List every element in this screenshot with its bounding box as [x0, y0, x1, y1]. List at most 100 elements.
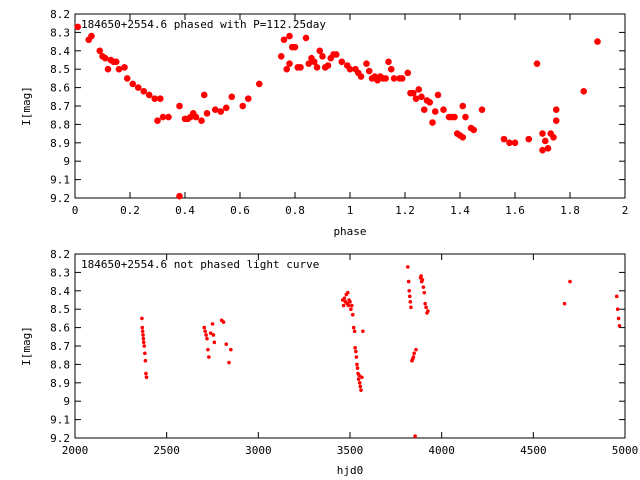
y-tick-label: 9.2	[50, 192, 70, 205]
data-point	[353, 346, 357, 350]
x-tick-label: 2000	[62, 444, 89, 457]
data-point	[415, 86, 423, 93]
data-point	[221, 320, 226, 324]
data-point	[207, 355, 211, 359]
data-point	[212, 340, 217, 345]
data-point	[305, 60, 313, 67]
data-point	[533, 60, 541, 67]
data-point	[346, 290, 350, 295]
data-point	[324, 62, 332, 69]
data-point	[459, 102, 467, 110]
data-point	[506, 139, 513, 147]
data-point	[143, 358, 148, 363]
data-point	[134, 84, 142, 91]
x-axis-label: hjd0	[337, 464, 364, 477]
data-point	[313, 64, 321, 71]
data-point	[407, 289, 412, 293]
y-tick-label: 8.9	[50, 377, 70, 390]
data-point	[280, 36, 288, 44]
y-tick-label: 8.6	[50, 82, 70, 95]
data-point	[434, 91, 442, 99]
phased-light-curve-chart: 8.2 8.3 8.4 8.5 8.6 8.7 8.8 8.9 9 9.1 9.20 0.2 0.4 0.…	[20, 8, 628, 238]
data-point	[382, 75, 390, 82]
data-point	[342, 296, 347, 300]
data-point	[341, 303, 346, 308]
data-point	[142, 344, 147, 348]
y-tick-label: 8.7	[50, 100, 70, 113]
data-point	[358, 384, 363, 389]
data-point	[176, 102, 183, 110]
data-point	[409, 89, 417, 97]
data-point	[385, 58, 392, 66]
x-tick-label: 3000	[245, 444, 272, 457]
data-point	[356, 377, 361, 381]
y-axis-label: I[mag]	[20, 326, 33, 366]
data-point	[159, 113, 167, 121]
data-point	[420, 277, 425, 282]
data-point	[144, 375, 149, 380]
data-point	[198, 117, 205, 125]
data-point	[420, 106, 428, 113]
y-tick-label: 8.9	[50, 137, 70, 150]
data-point	[365, 67, 373, 75]
y-tick-label: 9.1	[50, 174, 70, 187]
data-point	[319, 53, 326, 60]
data-point	[316, 47, 324, 55]
data-point	[418, 93, 425, 101]
data-point	[140, 316, 144, 321]
data-point	[426, 309, 430, 313]
data-point	[350, 312, 355, 317]
data-point	[239, 102, 247, 110]
data-point	[346, 65, 354, 73]
data-point	[202, 325, 207, 330]
data-point	[568, 279, 572, 284]
data-point	[387, 65, 395, 73]
y-tick-label: 9.2	[50, 432, 70, 445]
data-point	[459, 133, 467, 141]
x-tick-label: 0.8	[285, 204, 305, 217]
data-point	[229, 347, 233, 352]
x-tick-label: 0.6	[230, 204, 250, 217]
data-point	[203, 110, 211, 117]
data-point	[203, 329, 207, 334]
data-point	[286, 60, 293, 67]
data-point	[413, 434, 417, 438]
x-tick-label: 4500	[520, 444, 547, 457]
data-point	[346, 303, 351, 308]
data-point	[407, 294, 412, 299]
x-tick-label: 0.4	[175, 204, 195, 217]
data-point	[140, 329, 145, 334]
data-point	[297, 64, 304, 71]
data-point	[244, 95, 252, 102]
data-point	[176, 192, 183, 200]
data-point	[277, 53, 285, 60]
data-point	[525, 135, 533, 143]
data-point	[228, 93, 236, 101]
data-point	[255, 80, 263, 88]
y-tick-label: 9.1	[50, 414, 70, 427]
data-point	[165, 113, 172, 121]
y-tick-label: 8.8	[50, 118, 70, 131]
data-point	[354, 349, 358, 354]
data-point	[121, 64, 128, 71]
data-point	[409, 305, 413, 310]
data-point	[200, 91, 208, 99]
data-point	[390, 75, 398, 82]
data-point	[210, 322, 215, 326]
data-point	[357, 373, 361, 378]
data-point	[227, 360, 231, 365]
data-point	[144, 371, 148, 376]
data-point	[541, 137, 549, 145]
data-point	[594, 38, 601, 45]
data-point	[96, 47, 104, 55]
data-point	[405, 265, 410, 269]
y-tick-label: 8.6	[50, 322, 70, 335]
data-point	[408, 300, 413, 304]
y-tick-label: 8.3	[50, 26, 70, 39]
data-point	[141, 333, 145, 337]
y-axis-label: I[mag]	[20, 86, 33, 126]
data-point	[355, 366, 360, 370]
data-point	[217, 108, 225, 115]
data-point	[361, 329, 365, 334]
